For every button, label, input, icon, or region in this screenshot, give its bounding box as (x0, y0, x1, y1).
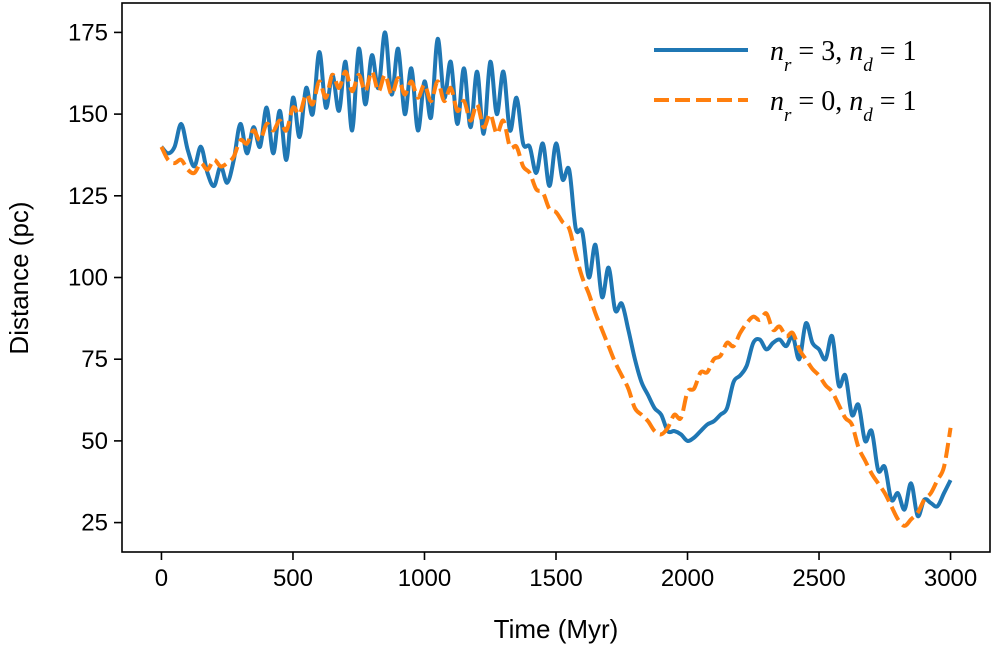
x-tick-label: 500 (273, 565, 313, 592)
y-tick-label: 25 (81, 510, 108, 537)
x-axis-ticks: 0 500 1000 1500 2000 2500 3000 (155, 552, 977, 592)
y-tick-label: 175 (68, 19, 108, 46)
x-tick-label: 3000 (924, 565, 977, 592)
legend: nr = 3, nd = 1 nr = 0, nd = 1 (654, 36, 917, 126)
y-axis-ticks: 25 50 75 100 125 150 175 (68, 19, 122, 537)
y-axis-label: Distance (pc) (4, 201, 34, 354)
x-tick-label: 1000 (398, 565, 451, 592)
y-tick-label: 125 (68, 183, 108, 210)
series-line-1 (159, 30, 953, 519)
x-tick-label: 2000 (661, 565, 714, 592)
y-tick-label: 150 (68, 101, 108, 128)
y-tick-label: 50 (81, 428, 108, 455)
series-layer (159, 30, 953, 528)
legend-label-1: nr = 3, nd = 1 (770, 36, 917, 76)
y-tick-label: 75 (81, 346, 108, 373)
x-axis-label: Time (Myr) (494, 614, 619, 644)
x-tick-label: 0 (155, 565, 168, 592)
x-tick-label: 1500 (529, 565, 582, 592)
legend-label-2: nr = 0, nd = 1 (770, 86, 917, 126)
y-tick-label: 100 (68, 265, 108, 292)
x-tick-label: 2500 (792, 565, 845, 592)
series-line-2 (159, 69, 953, 528)
